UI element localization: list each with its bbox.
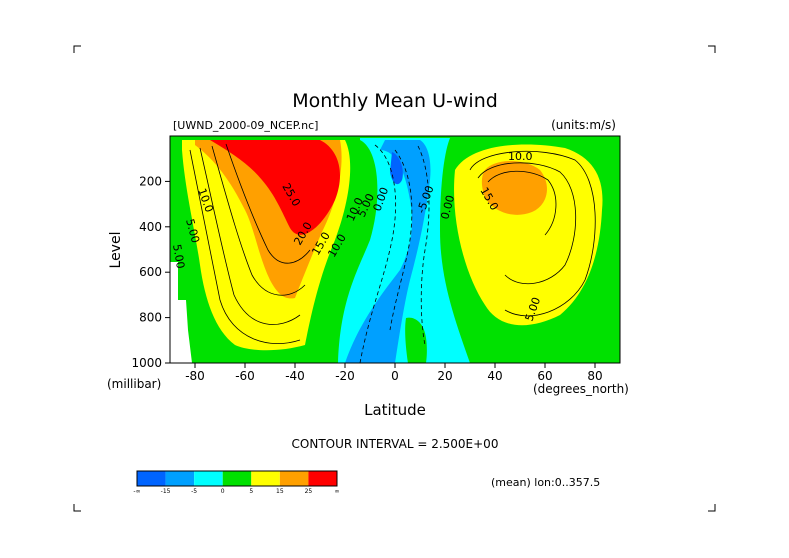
- colorbar-tick-label: 15: [276, 488, 284, 495]
- colorbar-swatch: [165, 471, 195, 486]
- contour-label: 10.0: [508, 150, 533, 163]
- region-surface-westerly: [405, 317, 427, 363]
- x-tick-label: -20: [335, 369, 355, 383]
- contour-label: 5.00: [170, 243, 187, 269]
- x-units-label: (degrees_north): [533, 382, 629, 396]
- y-tick-label: 200: [139, 174, 162, 188]
- region-negative-mid: [345, 140, 431, 363]
- dataset-label: [UWND_2000-09_NCEP.nc]: [173, 119, 318, 132]
- colorbar-frame: [136, 470, 338, 487]
- x-tick-label: -60: [235, 369, 255, 383]
- x-axis-title: Latitude: [364, 401, 426, 419]
- y-tick-label: 800: [139, 311, 162, 325]
- contour-lines-negative: [359, 144, 430, 363]
- units-label: (units:m/s): [551, 118, 616, 132]
- colorbar-tick-label: -5: [191, 488, 197, 495]
- contour-label: 5.00: [183, 217, 202, 244]
- contour-lines: [189, 143, 596, 344]
- corner-mark-top-right: [708, 45, 716, 53]
- masked-surface: [170, 262, 192, 363]
- colorbar-tick-label: -∞: [133, 488, 140, 495]
- x-tick-label: 80: [587, 369, 602, 383]
- colorbar-tick-label: ∞: [335, 488, 340, 495]
- y-axis-title: Level: [108, 232, 124, 269]
- chart-title: Monthly Mean U-wind: [292, 90, 498, 112]
- corner-mark-bottom-left: [73, 504, 81, 512]
- y-axis: 200 400 600 800 1000: [131, 174, 170, 370]
- colorbar-swatch: [137, 471, 166, 486]
- colorbar-tick-label: 25: [305, 488, 313, 495]
- colorbar-swatch: [308, 471, 337, 486]
- x-tick-label: 0: [391, 369, 399, 383]
- contour-field: 10.0 5.00 5.00 25.0 20.0 15.0 10.0 10.0 …: [170, 136, 620, 363]
- region-negative-strong: [390, 152, 403, 185]
- colorbar-swatch: [251, 471, 280, 486]
- y-tick-label: 1000: [131, 356, 162, 370]
- colorbar-swatch: [222, 471, 252, 486]
- corner-mark-bottom-right: [708, 504, 716, 512]
- y-tick-label: 400: [139, 220, 162, 234]
- region-southern-jet-25: [210, 140, 340, 235]
- corner-mark-top-left: [73, 45, 81, 53]
- colorbar-tick-label: 5: [249, 488, 253, 495]
- x-tick-label: -80: [185, 369, 205, 383]
- colorbar-tick-label: -15: [161, 488, 171, 495]
- x-tick-label: -40: [285, 369, 305, 383]
- x-tick-label: 20: [437, 369, 452, 383]
- contour-label: 0.00: [438, 194, 457, 221]
- averaging-label: (mean) lon:0..357.5: [491, 476, 600, 489]
- region-negative-light: [338, 138, 470, 363]
- colorbar-swatch: [279, 471, 309, 486]
- y-tick-label: 600: [139, 265, 162, 279]
- x-tick-label: 60: [537, 369, 552, 383]
- colorbar: -∞ -15 -5 0 5 15 25 ∞: [133, 470, 340, 495]
- contour-interval-label: CONTOUR INTERVAL = 2.500E+00: [292, 437, 499, 451]
- y-units-label: (millibar): [107, 377, 161, 391]
- x-axis: -80 -60 -40 -20 0 20 40 60 80: [185, 363, 603, 383]
- colorbar-swatch: [194, 471, 223, 486]
- x-tick-label: 40: [487, 369, 502, 383]
- colorbar-tick-label: 0: [221, 488, 225, 495]
